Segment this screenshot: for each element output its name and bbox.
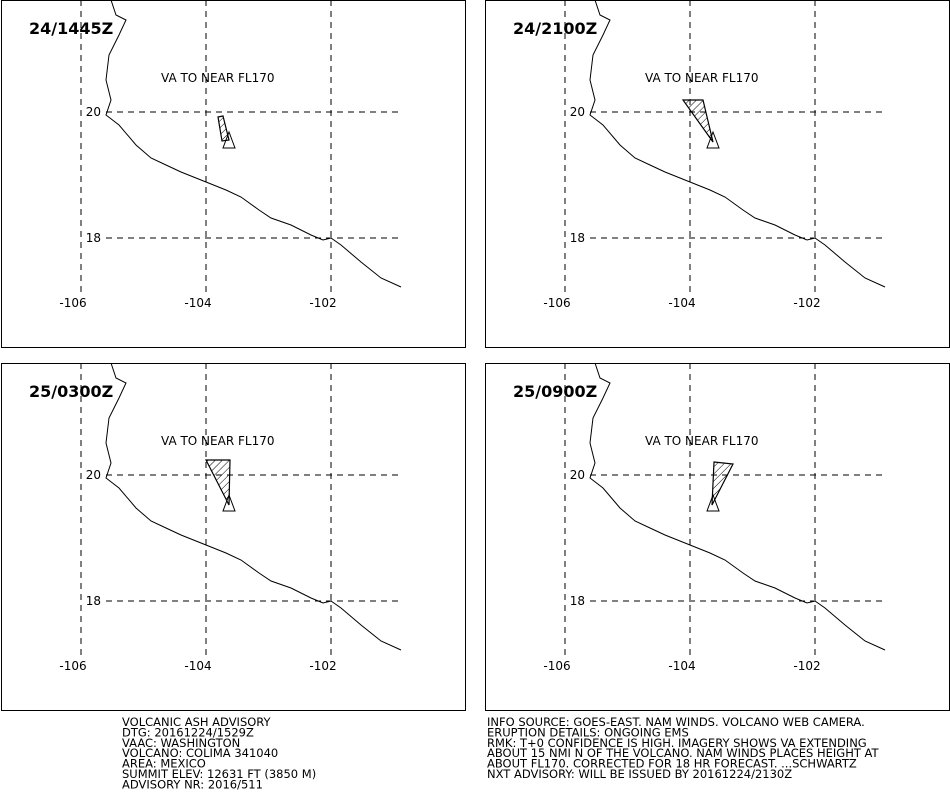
coastline (105, 362, 402, 651)
lat-label: 18 (570, 231, 585, 245)
advisory-line: VOLCANIC ASH ADVISORY (122, 715, 272, 729)
lat-label: 20 (86, 105, 101, 119)
volcano-symbol (222, 493, 236, 512)
advisory-line: RMK: T+0 CONFIDENCE IS HIGH. IMAGERY SHO… (487, 736, 867, 750)
lon-label: -104 (184, 659, 211, 673)
lon-label: -102 (309, 296, 336, 310)
lon-label: -104 (668, 296, 695, 310)
map-panel: -106 -104 -102 20 18 24/2100Z VA TO NEAR FL170 (485, 0, 950, 348)
lat-label: 18 (570, 594, 585, 608)
lat-label: 20 (570, 468, 585, 482)
advisory-line: ERUPTION DETAILS: ONGOING EMS (487, 725, 689, 739)
lon-label: -102 (309, 659, 336, 673)
map-panel: -106 -104 -102 20 18 25/0900Z VA TO NEAR FL170 (485, 362, 950, 711)
valid-time: 25/0900Z (513, 382, 597, 401)
ash-cloud (217, 115, 230, 142)
coastline (589, 0, 886, 288)
panel-frame (1, 363, 466, 711)
lon-label: -102 (793, 296, 820, 310)
lon-label: -106 (543, 659, 570, 673)
lon-label: -102 (793, 659, 820, 673)
advisory-line: VOLCANO: COLIMA 341040 (122, 746, 278, 760)
ash-cloud (711, 461, 734, 506)
volcano-symbol (706, 130, 720, 149)
lon-label: -106 (59, 296, 86, 310)
advisory-line: DTG: 20161224/1529Z (122, 725, 254, 739)
lon-label: -104 (184, 296, 211, 310)
advisory-line: ABOUT FL170. CORRECTED FOR 18 HR FORECAS… (487, 757, 857, 771)
ash-height-note: VA TO NEAR FL170 (645, 434, 758, 448)
volcano-symbol (706, 493, 720, 512)
advisory-line: INFO SOURCE: GOES-EAST. NAM WINDS. VOLCA… (487, 715, 865, 729)
advisory-line: VAAC: WASHINGTON (122, 736, 240, 750)
lon-label: -104 (668, 659, 695, 673)
advisory-line: ABOUT 15 NMI N OF THE VOLCANO. NAM WINDS… (487, 746, 880, 760)
ash-height-note: VA TO NEAR FL170 (161, 71, 274, 85)
lon-label: -106 (543, 296, 570, 310)
ash-height-note: VA TO NEAR FL170 (161, 434, 274, 448)
volcano-symbol (222, 130, 236, 149)
lat-label: 20 (570, 105, 585, 119)
advisory-line: ADVISORY NR: 2016/511 (122, 777, 263, 791)
coastline (589, 362, 886, 651)
lat-label: 20 (86, 468, 101, 482)
valid-time: 24/1445Z (29, 19, 113, 38)
lat-label: 18 (86, 231, 101, 245)
map-panel: -106 -104 -102 20 18 24/1445Z VA TO NEAR FL170 (1, 0, 466, 348)
lon-label: -106 (59, 659, 86, 673)
ash-cloud (205, 459, 231, 506)
panel-frame (1, 0, 466, 348)
ash-height-note: VA TO NEAR FL170 (645, 71, 758, 85)
map-panel: -106 -104 -102 20 18 25/0300Z VA TO NEAR FL170 (1, 362, 466, 711)
valid-time: 25/0300Z (29, 382, 113, 401)
valid-time: 24/2100Z (513, 19, 597, 38)
advisory-line: NXT ADVISORY: WILL BE ISSUED BY 20161224… (487, 767, 792, 781)
advisory-line: AREA: MEXICO (122, 757, 206, 771)
lat-label: 18 (86, 594, 101, 608)
advisory-line: SUMMIT ELEV: 12631 FT (3850 M) (122, 767, 316, 781)
coastline (105, 0, 402, 288)
ash-cloud (681, 99, 714, 143)
